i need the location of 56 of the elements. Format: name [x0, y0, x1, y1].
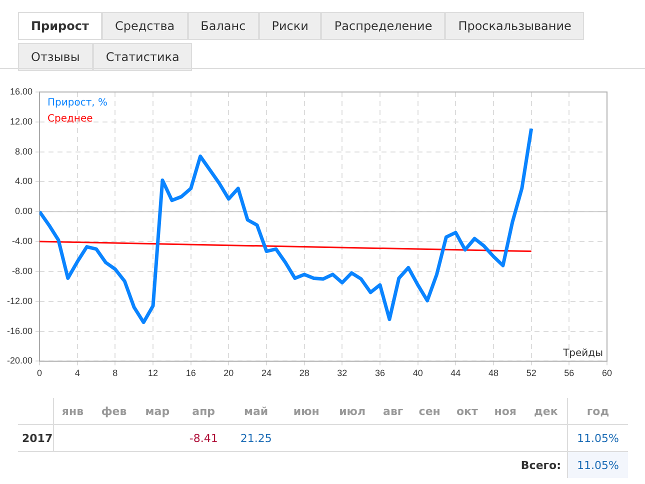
x-tick-label: 44: [450, 368, 461, 378]
y-tick-label: -20.00: [6, 356, 33, 366]
text: год: [568, 398, 628, 424]
text: Всего:: [520, 458, 562, 474]
x-tick-label: 12: [148, 368, 158, 378]
y-tick-label: 8.00: [14, 146, 33, 156]
text: Среднее: [48, 114, 93, 125]
x-tick-label: 36: [375, 368, 386, 378]
text: Отзывы: [18, 43, 93, 71]
x-tick-label: 32: [337, 368, 348, 378]
text: 11.05%: [568, 424, 628, 452]
x-tick-label: 28: [299, 368, 310, 378]
text: июн: [292, 404, 320, 420]
x-tick-label: 8: [112, 368, 118, 378]
text: 21.25: [228, 424, 284, 452]
text: фев: [100, 404, 128, 420]
text: июл: [338, 404, 367, 420]
x-tick-label: 20: [224, 368, 234, 378]
text: Распределение: [321, 12, 446, 40]
text: май: [243, 404, 270, 420]
x-tick-label: 40: [412, 368, 423, 378]
text: Средства: [102, 12, 188, 40]
text: -8.41: [178, 424, 229, 452]
x-tick-label: 56: [564, 368, 574, 378]
text: апр: [191, 404, 216, 420]
text: Проскальзывание: [445, 12, 584, 40]
y-tick-label: -4.00: [12, 236, 33, 246]
x-tick-label: 48: [488, 368, 499, 378]
text: окт: [456, 404, 479, 420]
x-axis-title: Трейды: [562, 348, 604, 359]
x-tick-label: 0: [37, 368, 42, 378]
text: Прирост, %: [48, 98, 108, 109]
text: янв: [60, 404, 85, 420]
x-tick-label: 24: [262, 368, 272, 378]
text: Баланс: [188, 12, 259, 40]
text: 11.05%: [568, 452, 628, 478]
y-tick-label: 16.00: [10, 86, 33, 96]
x-tick-label: 16: [186, 368, 196, 378]
text: дек: [533, 404, 559, 420]
y-tick-label: -16.00: [6, 326, 33, 336]
text: 2017: [18, 424, 54, 452]
text: ноя: [493, 404, 518, 420]
x-tick-label: 52: [526, 368, 536, 378]
text: Риски: [258, 12, 322, 40]
x-tick-label: 4: [74, 368, 80, 378]
text: сен: [418, 404, 442, 420]
y-tick-label: -8.00: [12, 266, 33, 276]
text: Статистика: [92, 43, 192, 71]
text: Прирост: [18, 12, 102, 40]
y-tick-label: -12.00: [6, 296, 33, 306]
y-tick-label: 0.00: [14, 206, 33, 216]
y-tick-label: 4.00: [14, 176, 33, 186]
x-tick-label: 60: [602, 368, 612, 378]
y-tick-label: 12.00: [10, 116, 33, 126]
text: авг: [382, 404, 404, 420]
text: мар: [144, 404, 171, 420]
